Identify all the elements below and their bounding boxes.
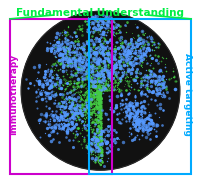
Text: Active targeting: Active targeting [182, 53, 191, 136]
Circle shape [21, 11, 179, 170]
Text: Fundamental Understanding: Fundamental Understanding [16, 8, 184, 18]
Text: Immunotherapy: Immunotherapy [9, 54, 18, 135]
